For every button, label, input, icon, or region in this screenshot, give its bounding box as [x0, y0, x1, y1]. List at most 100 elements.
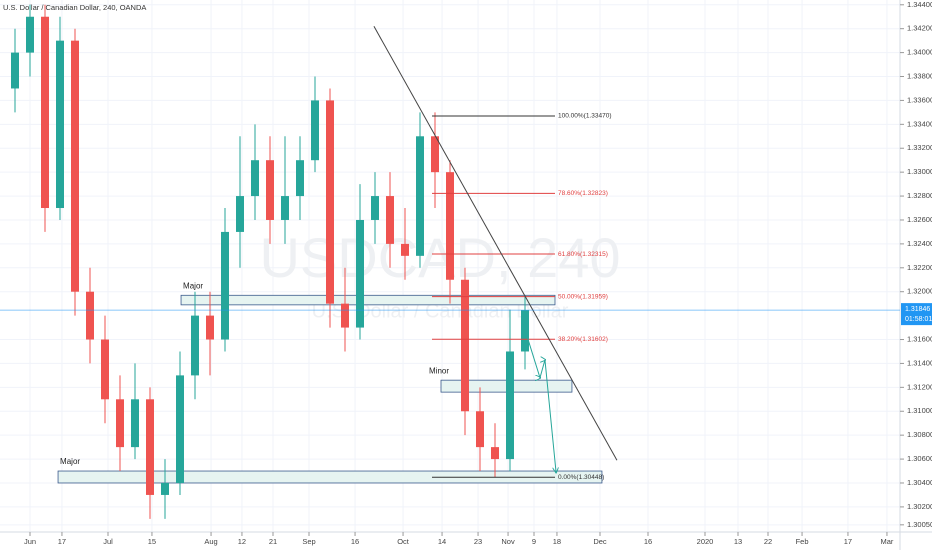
candle-body — [101, 339, 109, 400]
y-tick-label: 1.33800 — [907, 71, 932, 80]
y-tick-label: 1.30400 — [907, 478, 932, 487]
candle-body — [161, 482, 169, 495]
candle-body — [461, 279, 469, 412]
candle-body — [86, 291, 94, 340]
candle-body — [11, 52, 19, 89]
candle-body — [56, 40, 64, 209]
candle-body — [521, 310, 529, 352]
y-tick-label: 1.32200 — [907, 263, 932, 272]
candle-body — [281, 196, 289, 220]
zone-label: Minor — [429, 366, 449, 375]
candle-body — [116, 399, 124, 448]
x-tick-label: Jun — [24, 537, 36, 546]
y-tick-label: 1.33400 — [907, 119, 932, 128]
candle-body — [146, 399, 154, 495]
candle-body — [356, 219, 364, 328]
y-tick-label: 1.34000 — [907, 48, 932, 57]
candle-body — [41, 16, 49, 209]
x-tick-label: Nov — [501, 537, 515, 546]
zone — [57, 470, 603, 484]
x-tick-label: 12 — [238, 537, 246, 546]
y-tick-label: 1.32800 — [907, 191, 932, 200]
projection-path — [526, 335, 556, 472]
candle-body — [296, 160, 304, 197]
y-tick-label: 1.30050 — [907, 520, 932, 529]
fib-label: 38.20%(1.31602) — [558, 336, 608, 343]
fib-label: 61.80%(1.32315) — [558, 251, 608, 258]
last-price-label: 1.31846 — [905, 306, 930, 313]
zone-label: Major — [183, 281, 203, 290]
last-price-tag — [901, 303, 932, 326]
y-tick-label: 1.33600 — [907, 95, 932, 104]
y-tick-label: 1.34200 — [907, 24, 932, 33]
y-tick-label: 1.33200 — [907, 143, 932, 152]
zone — [180, 294, 556, 306]
fib-label: 100.00%(1.33470) — [558, 113, 612, 120]
y-tick-label: 1.31600 — [907, 335, 932, 344]
fib-label: 50.00%(1.31959) — [558, 293, 608, 300]
candle-body — [341, 303, 349, 328]
candle-body — [371, 196, 379, 220]
trendline — [373, 26, 618, 461]
x-tick-label: Sep — [302, 537, 315, 546]
candle-body — [416, 136, 424, 256]
y-tick-label: 1.32000 — [907, 287, 932, 296]
x-tick-label: Oct — [397, 537, 410, 546]
candle-body — [191, 315, 199, 376]
x-tick-label: 16 — [351, 537, 359, 546]
x-tick-label: 22 — [764, 537, 772, 546]
x-tick-label: 17 — [58, 537, 66, 546]
y-tick-label: 1.30600 — [907, 454, 932, 463]
candle-body — [311, 100, 319, 161]
candle-body — [266, 160, 274, 220]
x-tick-label: 13 — [734, 537, 742, 546]
x-tick-label: Aug — [204, 537, 217, 546]
x-tick-label: 18 — [553, 537, 561, 546]
candle-body — [71, 40, 79, 292]
x-tick-label: 23 — [474, 537, 482, 546]
candle-body — [251, 160, 259, 197]
candle-body — [491, 447, 499, 460]
y-tick-label: 1.30800 — [907, 430, 932, 439]
candle-body — [221, 231, 229, 340]
x-tick-label: 17 — [844, 537, 852, 546]
y-tick-label: 1.31200 — [907, 382, 932, 391]
fib-label: 0.00%(1.30448) — [558, 474, 604, 481]
fib-label: 78.60%(1.32823) — [558, 190, 608, 197]
x-tick-label: Dec — [593, 537, 607, 546]
candle-body — [26, 16, 34, 53]
candle-body — [176, 375, 184, 483]
watermark: USDCAD, 240 — [259, 226, 620, 289]
candle-body — [401, 243, 409, 256]
zone-label: Major — [60, 457, 80, 466]
y-tick-label: 1.30200 — [907, 502, 932, 511]
x-tick-label: 2020 — [697, 537, 714, 546]
candle-body — [431, 136, 439, 173]
watermark-subtitle: U.S. Dollar / Canadian Dollar — [312, 300, 569, 322]
x-tick-label: 16 — [644, 537, 652, 546]
candle-body — [326, 100, 334, 304]
x-tick-label: 15 — [148, 537, 156, 546]
candle-body — [386, 196, 394, 244]
x-tick-label: 9 — [532, 537, 536, 546]
x-tick-label: Mar — [880, 537, 893, 546]
y-tick-label: 1.34400 — [907, 0, 932, 9]
candle-body — [506, 351, 514, 460]
y-tick-label: 1.33000 — [907, 167, 932, 176]
chart-title: U.S. Dollar / Canadian Dollar, 240, OAND… — [3, 3, 146, 12]
y-tick-label: 1.31000 — [907, 406, 932, 415]
x-tick-label: 21 — [269, 537, 277, 546]
y-tick-label: 1.32600 — [907, 215, 932, 224]
x-tick-label: Feb — [796, 537, 809, 546]
candle-body — [236, 196, 244, 232]
y-tick-label: 1.32400 — [907, 239, 932, 248]
x-tick-label: 14 — [438, 537, 446, 546]
candle-body — [206, 315, 214, 340]
x-tick-label: Jul — [103, 537, 113, 546]
countdown-label: 01:58:01 — [905, 316, 932, 323]
candle-body — [476, 411, 484, 448]
candle-body — [446, 172, 454, 280]
y-tick-label: 1.31400 — [907, 358, 932, 367]
candle-body — [131, 399, 139, 448]
